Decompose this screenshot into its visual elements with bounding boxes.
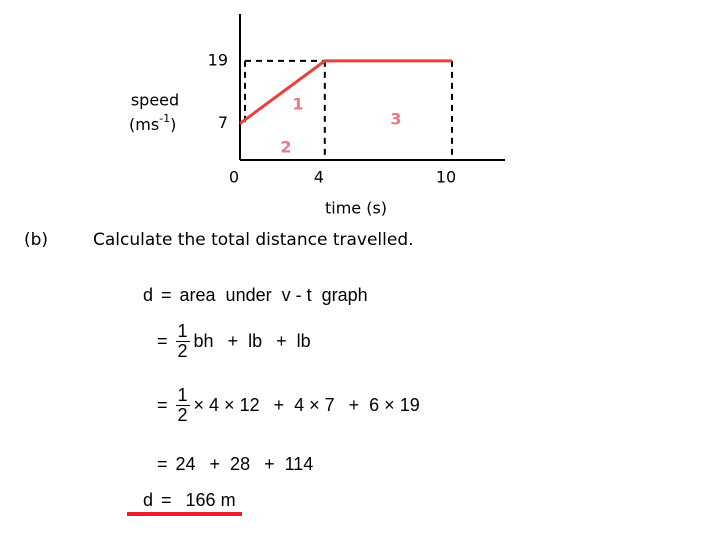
working-line: = 1 2 × 4 × 12 + 4 × 7 + 6 × 19 — [157, 386, 428, 425]
y-tick-label: 7 — [218, 113, 228, 132]
math-term: + lb — [227, 330, 263, 351]
denominator: 2 — [177, 340, 188, 361]
region-label: 1 — [292, 95, 303, 114]
math-term: d — [143, 490, 154, 510]
math-term: area under v - t graph — [179, 285, 368, 305]
y-tick-label: 19 — [208, 50, 228, 69]
numerator: 1 — [175, 321, 190, 342]
working-line: = 24 + 28 + 114 — [157, 454, 321, 475]
math-term: bh — [193, 330, 214, 351]
math-term: = — [157, 330, 168, 351]
question-part: (b) — [24, 230, 49, 250]
math-term: + lb — [276, 330, 311, 351]
numerator: 1 — [175, 385, 190, 406]
math-term: + 6 × 19 — [348, 394, 420, 415]
region-label: 3 — [390, 110, 401, 129]
x-tick-label: 10 — [436, 168, 456, 187]
speed-line — [239, 59, 452, 125]
math-term: + 114 — [264, 454, 314, 474]
math-term: d — [143, 285, 154, 305]
math-term: 24 — [175, 454, 196, 474]
working-line: d = 166 m — [143, 490, 244, 511]
math-term: = — [157, 394, 168, 415]
y-axis-unit: (ms-1) — [129, 112, 176, 134]
answer-underline — [127, 512, 242, 516]
region-label: 2 — [280, 138, 291, 157]
math-term: = — [161, 490, 172, 510]
x-tick-label: 4 — [314, 168, 324, 187]
math-term: 166 m — [185, 490, 236, 510]
x-tick-label: 0 — [229, 168, 239, 187]
x-axis-label: time (s) — [325, 199, 387, 218]
math-term: = — [161, 285, 172, 305]
unit-exponent: -1 — [159, 112, 170, 125]
working-line: = 1 2 bh + lb + lb — [157, 322, 319, 361]
math-term: + 4 × 7 — [273, 394, 335, 415]
question-text: Calculate the total distance travelled. — [93, 230, 414, 250]
denominator: 2 — [177, 404, 188, 425]
math-term: × 4 × 12 — [193, 394, 260, 415]
y-axis-label: speed — [131, 91, 179, 110]
math-term: + 28 — [209, 454, 251, 474]
unit: (ms — [129, 115, 159, 134]
math-term: = — [157, 454, 168, 474]
unit-close: ) — [170, 115, 176, 134]
working-line: d = area under v - t graph — [143, 285, 376, 306]
vt-graph: speed (ms-1) time (s) 7 19 0 4 10 1 2 3 — [129, 14, 505, 218]
